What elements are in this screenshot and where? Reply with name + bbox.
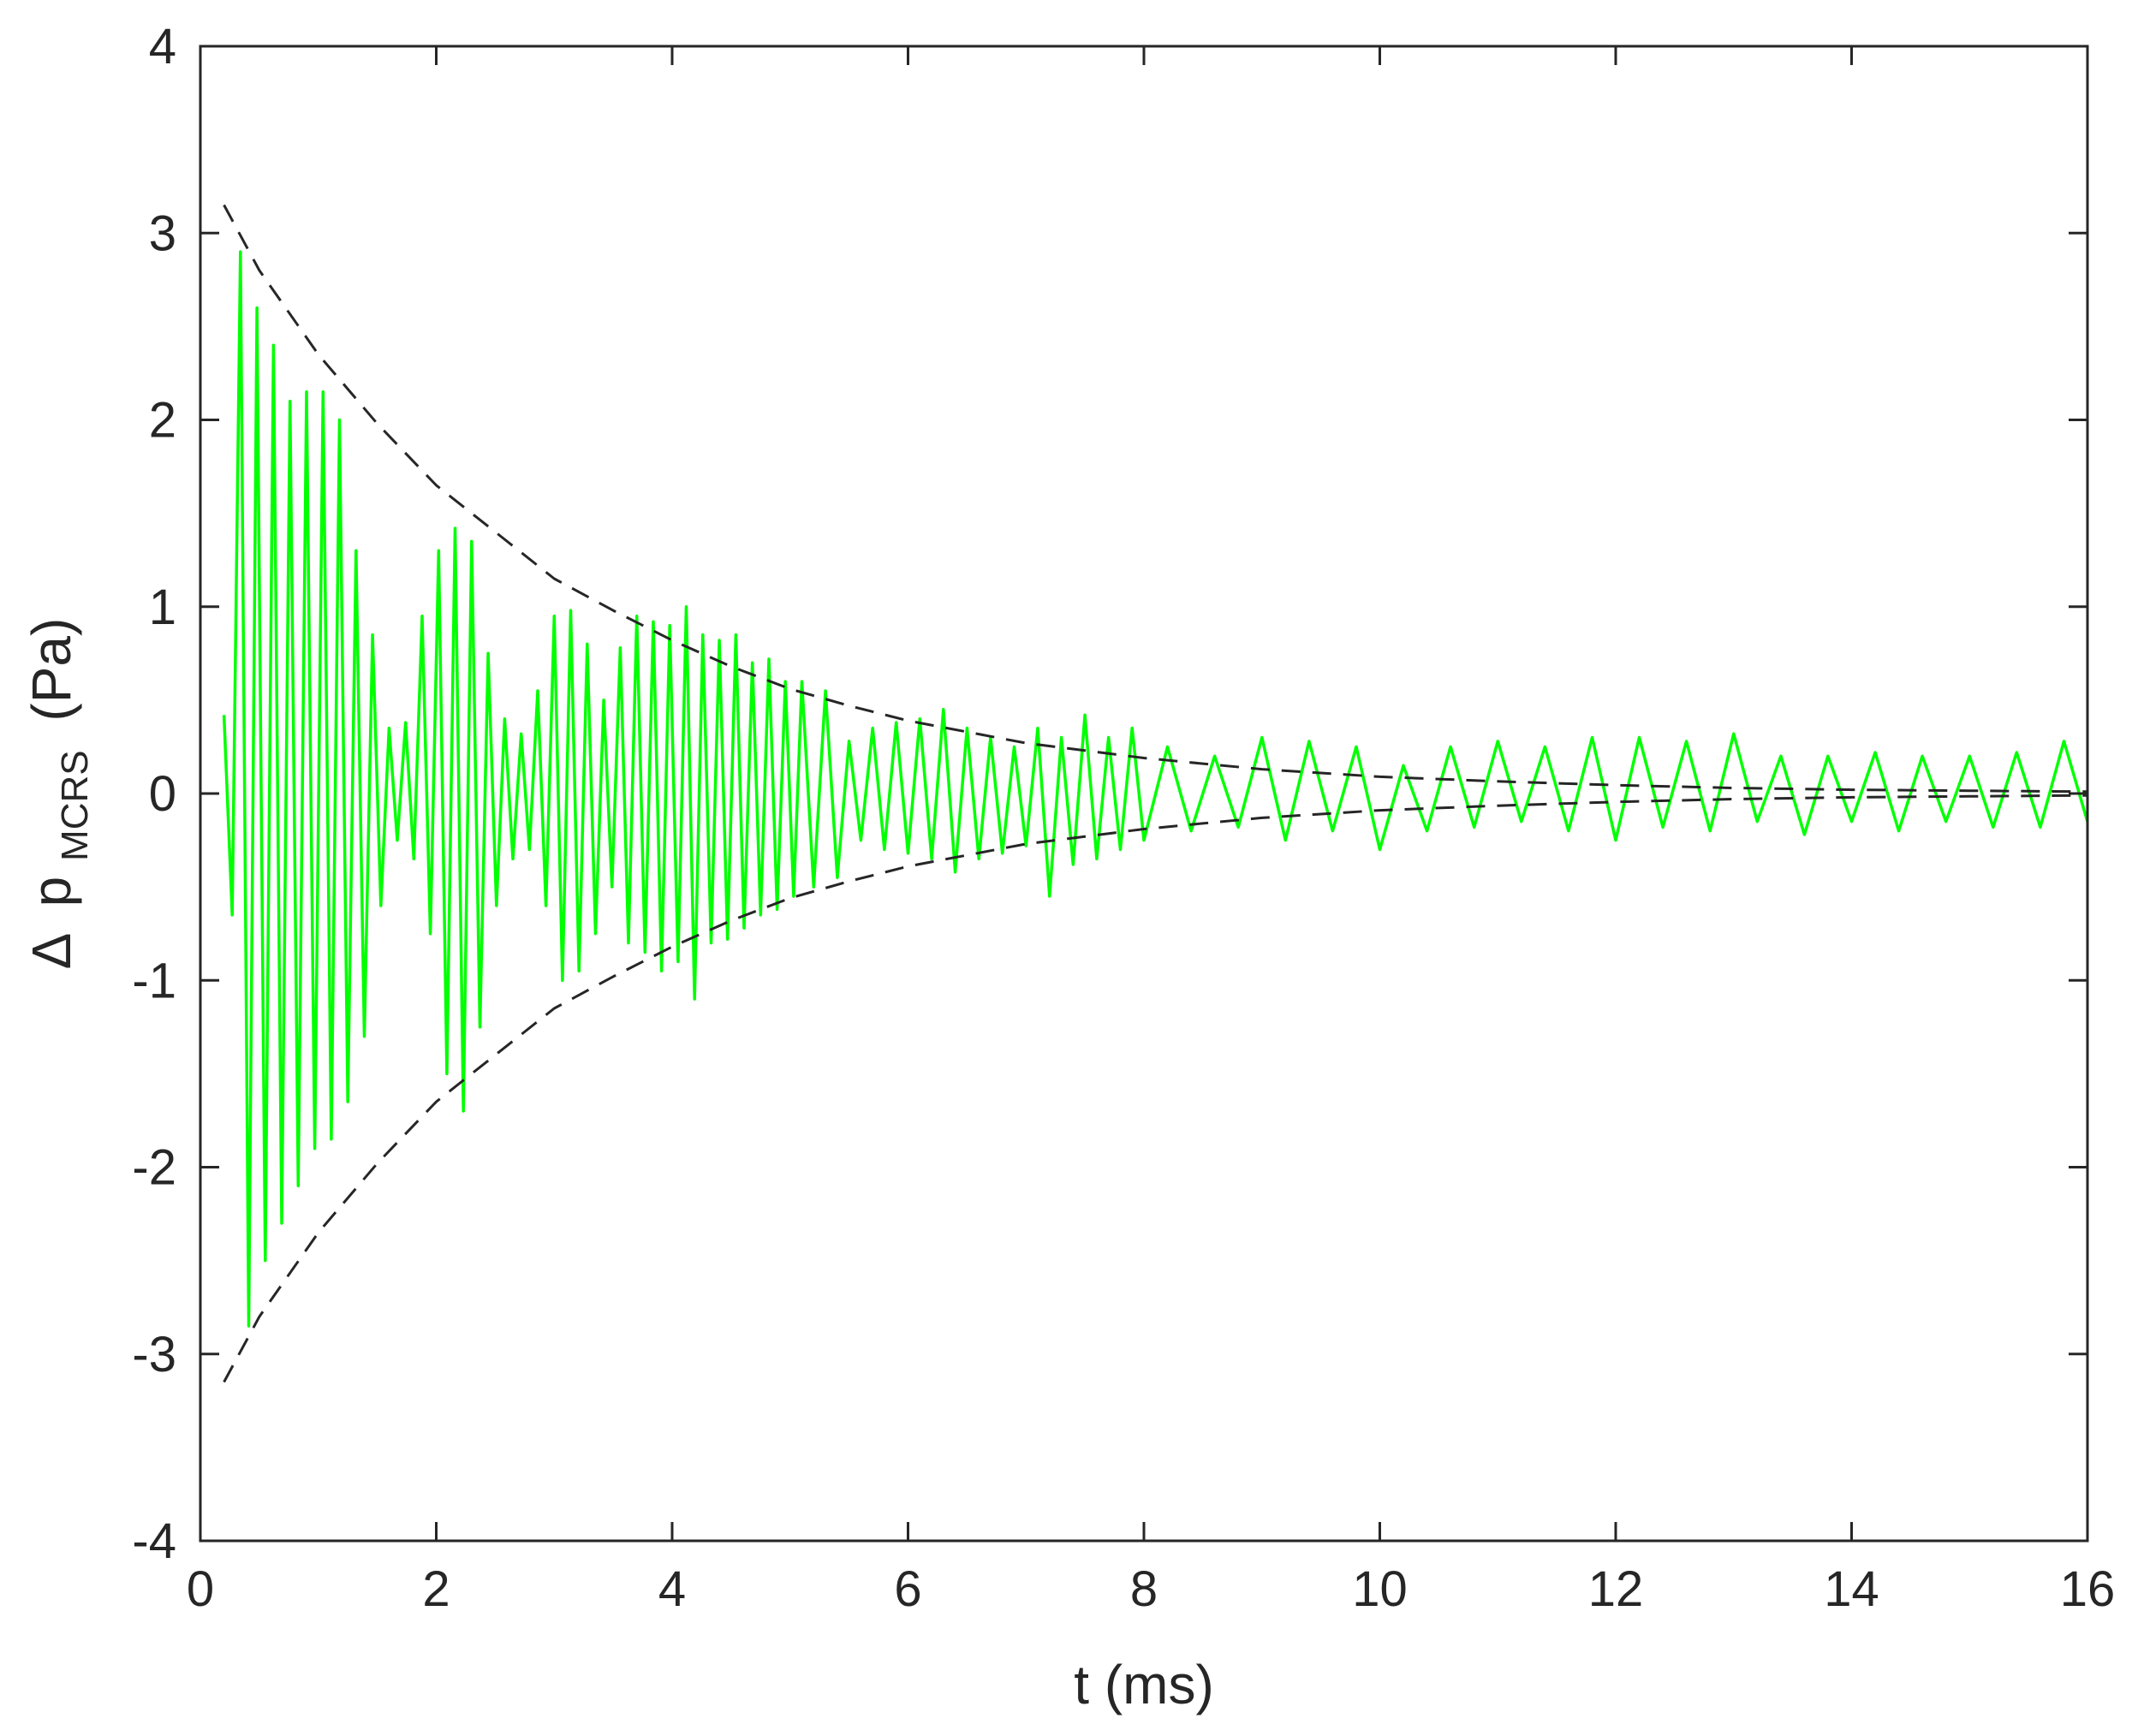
x-tick-label: 12 [1588,1561,1644,1617]
series-line-1 [223,204,2088,794]
y-axis-label-subscript: MCRS [54,750,96,861]
x-tick-label: 2 [422,1561,450,1617]
x-tick-label: 14 [1824,1561,1879,1617]
tick-marks-group [199,45,2089,1543]
y-tick-label: 4 [149,19,176,74]
y-tick-label: 2 [149,393,176,449]
plot-series-group [222,204,2089,1383]
y-axis-label: Δ p MCRS (Pa) [21,618,99,970]
x-tick-label: 8 [1130,1561,1158,1617]
y-tick-label: 0 [149,766,176,822]
y-tick-label: -1 [132,953,176,1008]
x-tick-label: 4 [658,1561,686,1617]
y-axis-label-unit: (Pa) [21,618,82,722]
y-tick-label: -3 [132,1327,176,1382]
y-tick-label: 1 [149,580,176,635]
x-axis-label: t (ms) [1074,1654,1214,1715]
series-line-2 [223,794,2088,1383]
x-tick-label: 6 [894,1561,921,1617]
series-line-0 [222,250,2089,1328]
y-tick-label: 3 [149,205,176,261]
x-tick-label: 0 [187,1561,214,1617]
y-axis-label-delta: Δ [21,934,82,969]
x-tick-label: 16 [2060,1561,2116,1617]
y-tick-label: -2 [132,1140,176,1196]
y-axis-label-symbol: p [21,877,82,907]
y-tick-label: -4 [132,1513,176,1569]
x-tick-label: 10 [1352,1561,1408,1617]
